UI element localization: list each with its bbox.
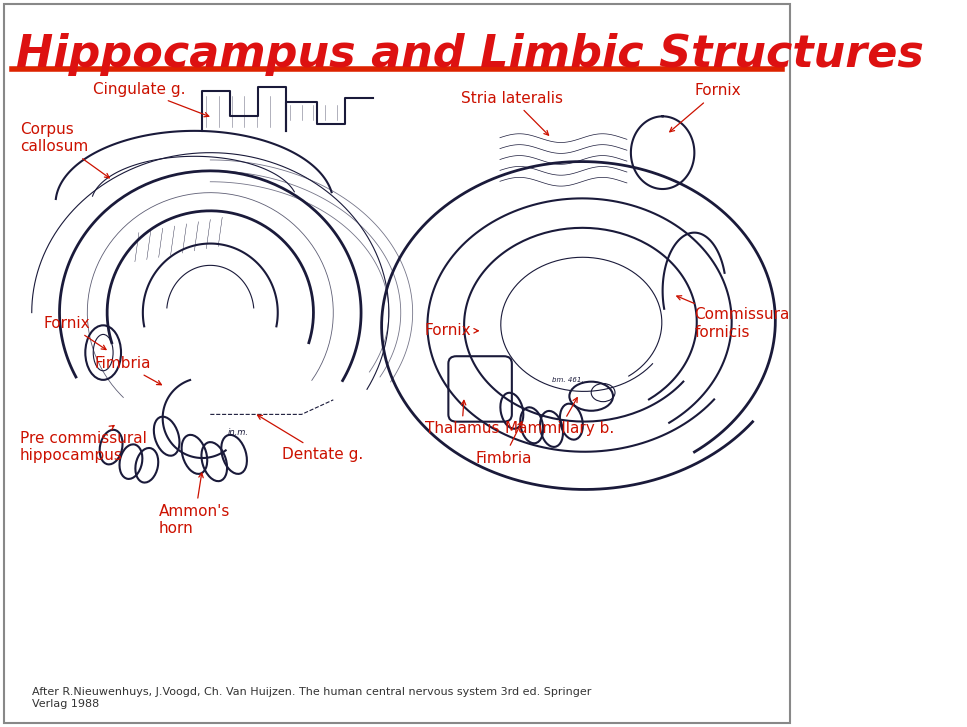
Text: Pre commissural
hippocampus: Pre commissural hippocampus [20, 425, 147, 463]
Text: Thalamus: Thalamus [425, 401, 499, 436]
Text: Corpus
callosum: Corpus callosum [20, 122, 109, 178]
Text: in.m.: in.m. [227, 428, 249, 437]
Text: Fimbria: Fimbria [476, 422, 532, 465]
Text: Ammon's
horn: Ammon's horn [159, 473, 230, 536]
Text: Fornix: Fornix [670, 84, 741, 132]
Text: Stria lateralis: Stria lateralis [461, 91, 563, 135]
Text: Cingulate g.: Cingulate g. [93, 82, 209, 117]
Text: bm. 461.: bm. 461. [551, 377, 583, 382]
Text: Fornix: Fornix [425, 324, 479, 338]
Text: Fimbria: Fimbria [95, 356, 161, 385]
Text: Commissura
fornicis: Commissura fornicis [677, 296, 790, 340]
Text: After R.Nieuwenhuys, J.Voogd, Ch. Van Huijzen. The human central nervous system : After R.Nieuwenhuys, J.Voogd, Ch. Van Hu… [32, 687, 591, 709]
Text: Dentate g.: Dentate g. [257, 415, 363, 462]
Text: Mammillary b.: Mammillary b. [505, 398, 614, 436]
Text: Fornix: Fornix [44, 316, 106, 350]
Text: Hippocampus and Limbic Structures: Hippocampus and Limbic Structures [15, 33, 923, 76]
